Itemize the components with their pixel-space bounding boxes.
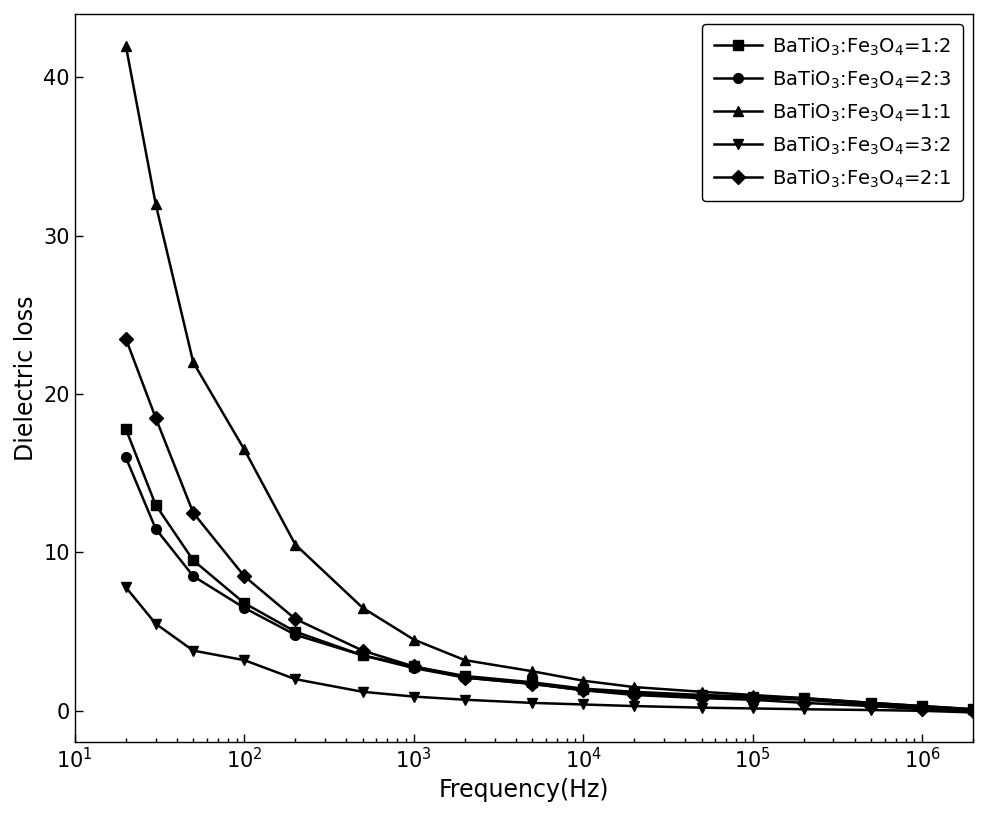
BaTiO$_3$:Fe$_3$O$_4$=1:2 <box>187 556 199 565</box>
BaTiO$_3$:Fe$_3$O$_4$=1:2 <box>119 424 131 434</box>
BaTiO$_3$:Fe$_3$O$_4$=1:2 <box>150 500 162 510</box>
BaTiO$_3$:Fe$_3$O$_4$=2:3 <box>238 603 249 613</box>
BaTiO$_3$:Fe$_3$O$_4$=2:3 <box>526 679 537 689</box>
BaTiO$_3$:Fe$_3$O$_4$=3:2 <box>356 687 368 697</box>
BaTiO$_3$:Fe$_3$O$_4$=3:2 <box>119 583 131 592</box>
BaTiO$_3$:Fe$_3$O$_4$=3:2 <box>695 703 707 712</box>
BaTiO$_3$:Fe$_3$O$_4$=3:2 <box>628 701 640 711</box>
Y-axis label: Dielectric loss: Dielectric loss <box>14 295 37 461</box>
Line: BaTiO$_3$:Fe$_3$O$_4$=2:3: BaTiO$_3$:Fe$_3$O$_4$=2:3 <box>121 453 977 715</box>
BaTiO$_3$:Fe$_3$O$_4$=1:2 <box>458 671 470 681</box>
BaTiO$_3$:Fe$_3$O$_4$=2:3 <box>150 524 162 534</box>
BaTiO$_3$:Fe$_3$O$_4$=1:1 <box>865 698 877 707</box>
BaTiO$_3$:Fe$_3$O$_4$=3:2 <box>187 645 199 655</box>
X-axis label: Frequency(Hz): Frequency(Hz) <box>438 778 608 802</box>
BaTiO$_3$:Fe$_3$O$_4$=3:2 <box>458 695 470 705</box>
BaTiO$_3$:Fe$_3$O$_4$=3:2 <box>526 698 537 707</box>
BaTiO$_3$:Fe$_3$O$_4$=2:1 <box>695 694 707 703</box>
BaTiO$_3$:Fe$_3$O$_4$=2:3 <box>119 453 131 463</box>
BaTiO$_3$:Fe$_3$O$_4$=3:2 <box>865 705 877 715</box>
BaTiO$_3$:Fe$_3$O$_4$=1:1 <box>746 690 758 700</box>
BaTiO$_3$:Fe$_3$O$_4$=1:1 <box>119 41 131 51</box>
BaTiO$_3$:Fe$_3$O$_4$=1:2 <box>865 698 877 707</box>
BaTiO$_3$:Fe$_3$O$_4$=3:2 <box>289 674 301 684</box>
BaTiO$_3$:Fe$_3$O$_4$=2:1 <box>797 698 809 707</box>
BaTiO$_3$:Fe$_3$O$_4$=1:2 <box>915 701 927 711</box>
BaTiO$_3$:Fe$_3$O$_4$=2:3 <box>746 694 758 703</box>
BaTiO$_3$:Fe$_3$O$_4$=2:3 <box>577 685 589 695</box>
BaTiO$_3$:Fe$_3$O$_4$=1:2 <box>746 692 758 702</box>
BaTiO$_3$:Fe$_3$O$_4$=1:2 <box>577 684 589 694</box>
BaTiO$_3$:Fe$_3$O$_4$=2:1 <box>356 645 368 655</box>
BaTiO$_3$:Fe$_3$O$_4$=2:1 <box>238 571 249 581</box>
BaTiO$_3$:Fe$_3$O$_4$=2:3 <box>407 663 419 673</box>
BaTiO$_3$:Fe$_3$O$_4$=2:1 <box>966 706 978 716</box>
BaTiO$_3$:Fe$_3$O$_4$=2:1 <box>119 334 131 344</box>
BaTiO$_3$:Fe$_3$O$_4$=3:2 <box>150 619 162 628</box>
BaTiO$_3$:Fe$_3$O$_4$=1:2 <box>628 687 640 697</box>
BaTiO$_3$:Fe$_3$O$_4$=2:1 <box>915 704 927 714</box>
BaTiO$_3$:Fe$_3$O$_4$=1:1 <box>150 199 162 209</box>
BaTiO$_3$:Fe$_3$O$_4$=2:3 <box>458 672 470 682</box>
BaTiO$_3$:Fe$_3$O$_4$=2:1 <box>458 672 470 682</box>
BaTiO$_3$:Fe$_3$O$_4$=1:1 <box>797 694 809 703</box>
Line: BaTiO$_3$:Fe$_3$O$_4$=1:2: BaTiO$_3$:Fe$_3$O$_4$=1:2 <box>121 424 977 714</box>
BaTiO$_3$:Fe$_3$O$_4$=1:2 <box>289 627 301 636</box>
BaTiO$_3$:Fe$_3$O$_4$=2:3 <box>915 703 927 712</box>
BaTiO$_3$:Fe$_3$O$_4$=2:3 <box>797 695 809 705</box>
BaTiO$_3$:Fe$_3$O$_4$=1:2 <box>356 650 368 660</box>
BaTiO$_3$:Fe$_3$O$_4$=3:2 <box>797 704 809 714</box>
BaTiO$_3$:Fe$_3$O$_4$=2:3 <box>695 692 707 702</box>
BaTiO$_3$:Fe$_3$O$_4$=2:1 <box>865 701 877 711</box>
BaTiO$_3$:Fe$_3$O$_4$=1:1 <box>187 357 199 367</box>
BaTiO$_3$:Fe$_3$O$_4$=3:2 <box>915 706 927 716</box>
BaTiO$_3$:Fe$_3$O$_4$=1:1 <box>458 655 470 665</box>
BaTiO$_3$:Fe$_3$O$_4$=1:2 <box>526 677 537 687</box>
BaTiO$_3$:Fe$_3$O$_4$=2:1 <box>628 690 640 700</box>
BaTiO$_3$:Fe$_3$O$_4$=2:1 <box>407 662 419 672</box>
BaTiO$_3$:Fe$_3$O$_4$=3:2 <box>577 699 589 709</box>
Legend: BaTiO$_3$:Fe$_3$O$_4$=1:2, BaTiO$_3$:Fe$_3$O$_4$=2:3, BaTiO$_3$:Fe$_3$O$_4$=1:1,: BaTiO$_3$:Fe$_3$O$_4$=1:2, BaTiO$_3$:Fe$… <box>701 24 962 202</box>
BaTiO$_3$:Fe$_3$O$_4$=2:3 <box>966 705 978 715</box>
BaTiO$_3$:Fe$_3$O$_4$=1:1 <box>526 667 537 676</box>
BaTiO$_3$:Fe$_3$O$_4$=3:2 <box>966 707 978 717</box>
BaTiO$_3$:Fe$_3$O$_4$=1:1 <box>577 676 589 685</box>
BaTiO$_3$:Fe$_3$O$_4$=2:3 <box>865 699 877 709</box>
BaTiO$_3$:Fe$_3$O$_4$=3:2 <box>407 692 419 702</box>
BaTiO$_3$:Fe$_3$O$_4$=2:3 <box>187 571 199 581</box>
BaTiO$_3$:Fe$_3$O$_4$=2:1 <box>289 614 301 624</box>
BaTiO$_3$:Fe$_3$O$_4$=1:2 <box>797 694 809 703</box>
BaTiO$_3$:Fe$_3$O$_4$=1:2 <box>238 598 249 608</box>
BaTiO$_3$:Fe$_3$O$_4$=1:1 <box>695 687 707 697</box>
BaTiO$_3$:Fe$_3$O$_4$=3:2 <box>238 655 249 665</box>
BaTiO$_3$:Fe$_3$O$_4$=1:1 <box>966 704 978 714</box>
Line: BaTiO$_3$:Fe$_3$O$_4$=3:2: BaTiO$_3$:Fe$_3$O$_4$=3:2 <box>121 583 977 717</box>
Line: BaTiO$_3$:Fe$_3$O$_4$=1:1: BaTiO$_3$:Fe$_3$O$_4$=1:1 <box>121 41 977 714</box>
BaTiO$_3$:Fe$_3$O$_4$=2:3 <box>628 689 640 698</box>
Line: BaTiO$_3$:Fe$_3$O$_4$=2:1: BaTiO$_3$:Fe$_3$O$_4$=2:1 <box>121 334 977 716</box>
BaTiO$_3$:Fe$_3$O$_4$=2:1 <box>150 413 162 423</box>
BaTiO$_3$:Fe$_3$O$_4$=1:2 <box>695 690 707 700</box>
BaTiO$_3$:Fe$_3$O$_4$=2:1 <box>187 508 199 517</box>
BaTiO$_3$:Fe$_3$O$_4$=1:1 <box>628 682 640 692</box>
BaTiO$_3$:Fe$_3$O$_4$=2:1 <box>746 695 758 705</box>
BaTiO$_3$:Fe$_3$O$_4$=2:1 <box>526 679 537 689</box>
BaTiO$_3$:Fe$_3$O$_4$=3:2 <box>746 703 758 713</box>
BaTiO$_3$:Fe$_3$O$_4$=1:1 <box>915 701 927 711</box>
BaTiO$_3$:Fe$_3$O$_4$=1:2 <box>407 662 419 672</box>
BaTiO$_3$:Fe$_3$O$_4$=2:3 <box>356 650 368 660</box>
BaTiO$_3$:Fe$_3$O$_4$=2:3 <box>289 630 301 640</box>
BaTiO$_3$:Fe$_3$O$_4$=1:1 <box>238 445 249 455</box>
BaTiO$_3$:Fe$_3$O$_4$=1:1 <box>356 603 368 613</box>
BaTiO$_3$:Fe$_3$O$_4$=1:2 <box>966 704 978 714</box>
BaTiO$_3$:Fe$_3$O$_4$=1:1 <box>289 539 301 549</box>
BaTiO$_3$:Fe$_3$O$_4$=2:1 <box>577 685 589 695</box>
BaTiO$_3$:Fe$_3$O$_4$=1:1 <box>407 635 419 645</box>
